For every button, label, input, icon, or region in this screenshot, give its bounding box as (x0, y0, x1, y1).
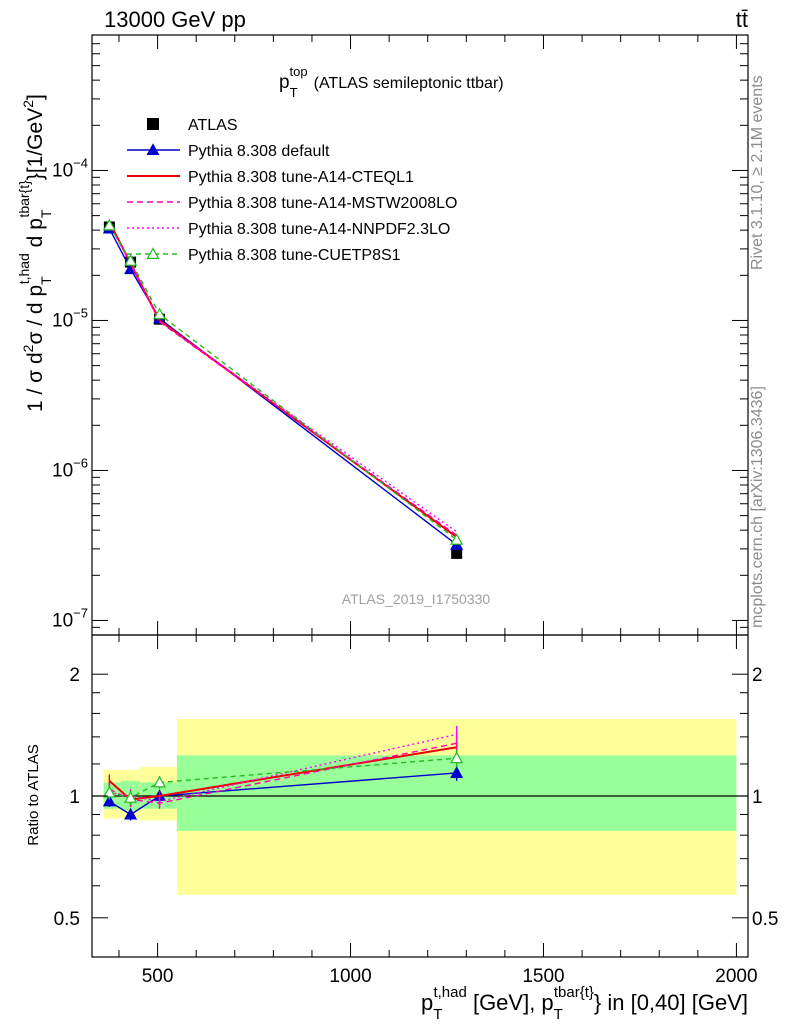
series-point-marker (102, 218, 116, 231)
y-tick-label: 10−5 (52, 305, 88, 331)
ratio-y-tick-label-right: 1 (752, 787, 763, 808)
legend-entry-label: Pythia 8.308 tune-A14-MSTW2008LO (188, 195, 457, 212)
ratio-point-marker (450, 766, 464, 778)
x-tick-label: 2000 (715, 966, 757, 987)
axes: 500 1000 1500 2000 10−7 10−6 10−5 10−4 0.5 0.5 1 1 2… (52, 34, 778, 987)
series-point-marker (450, 533, 464, 545)
header-process-label: tt̄ (736, 7, 748, 32)
x-tick-label: 1000 (329, 966, 371, 987)
series-line (108, 221, 458, 538)
legend-entry-label: Pythia 8.308 tune-CUETP8S1 (188, 247, 401, 264)
x-tick-label: 500 (142, 966, 174, 987)
x-tick-label: 1500 (522, 966, 564, 987)
ratio-point-marker (153, 775, 167, 788)
series-line (108, 223, 458, 536)
ratio-y-tick-label-left: 1 (69, 787, 80, 808)
legend-marker (147, 118, 159, 130)
ratio-y-tick-label-right: 2 (752, 665, 763, 686)
analysis-watermark: ATLAS_2019_I1750330 (342, 591, 491, 607)
mcplots-label: mcplots.cern.ch [arXiv:1306.3436] (749, 386, 766, 628)
legend: ATLAS Pythia 8.308 default Pythia 8.308 tu… (127, 117, 457, 264)
rivet-version-label: Rivet 3.1.10, ≥ 2.1M events (749, 75, 766, 270)
ratio-point-marker (450, 751, 464, 764)
header-energy-label: 13000 GeV pp (104, 7, 246, 32)
ratio-uncertainty-bands (92, 718, 748, 895)
main-series (102, 218, 464, 559)
series-line (108, 225, 458, 541)
series-point-marker (124, 254, 138, 266)
y-tick-label: 10−7 (52, 605, 88, 631)
ratio-y-tick-label-left: 2 (69, 665, 80, 686)
ratio-series-line (109, 733, 457, 803)
series-point-marker (153, 307, 167, 320)
ratio-series-line (109, 757, 457, 799)
ratio-point-marker (124, 791, 138, 803)
legend-marker (146, 143, 160, 155)
main-y-axis-label: 1 / σ d2σ / d pTt,had d pTtbar{t}}[1/GeV… (16, 94, 54, 412)
ratio-point-marker (102, 785, 116, 798)
plot-title: pTtop(ATLAS semileptonic ttbar) (279, 64, 504, 100)
y-tick-label: 10−6 (52, 455, 88, 481)
legend-entry-label: Pythia 8.308 tune-A14-CTEQL1 (188, 169, 414, 186)
ratio-y-tick-label-right: 0.5 (752, 909, 778, 930)
data-point-marker (451, 547, 463, 559)
ratio-series-line (108, 746, 457, 801)
legend-entry-label: Pythia 8.308 tune-A14-NNPDF2.3LO (188, 221, 450, 238)
legend-marker (146, 247, 160, 259)
series-line (108, 224, 458, 533)
legend-entry-label: ATLAS (188, 117, 238, 134)
legend-entry-label: Pythia 8.308 default (188, 143, 330, 160)
ratio-point-marker (102, 794, 116, 807)
x-axis-label: pTt,had [GeV], pTtbar{t}} in [0,40] [GeV… (421, 984, 748, 1023)
ratio-series (102, 725, 464, 821)
ratio-y-tick-label-left: 0.5 (54, 909, 80, 930)
ratio-point-marker (124, 807, 138, 820)
ratio-y-axis-label: Ratio to ATLAS (25, 744, 42, 845)
y-tick-label: 10−4 (52, 155, 88, 181)
ratio-series-line (108, 772, 457, 816)
